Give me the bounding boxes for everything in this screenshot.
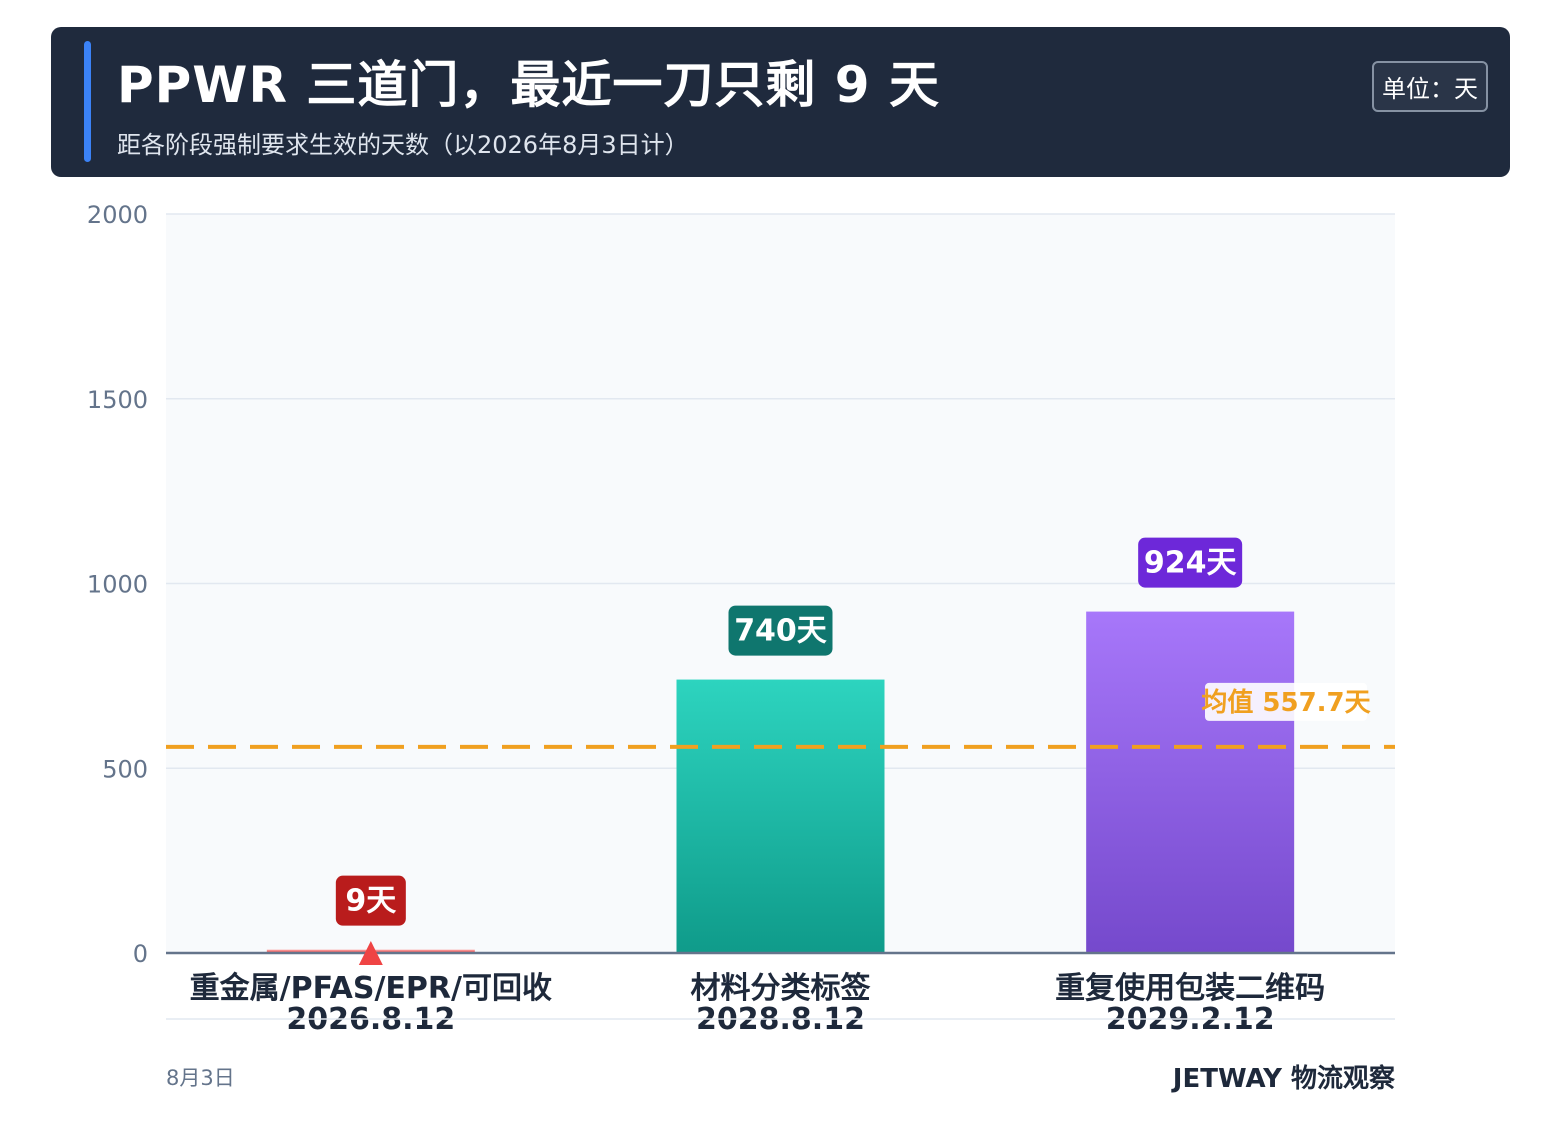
x-category-label: 重金属/PFAS/EPR/可回收 bbox=[190, 971, 552, 1006]
y-tick-label: 1500 bbox=[87, 386, 148, 414]
mean-label-bg bbox=[1205, 682, 1367, 721]
chart-subtitle: 距各阶段强制要求生效的天数（以2026年8月3日计） bbox=[117, 131, 689, 159]
value-label-badge bbox=[728, 605, 833, 656]
value-label-badge bbox=[1138, 537, 1243, 588]
unit-badge: 单位：天 bbox=[1372, 61, 1488, 112]
value-label: 9天 bbox=[345, 884, 396, 919]
value-label: 924天 bbox=[1144, 546, 1237, 581]
y-tick-label: 1000 bbox=[87, 571, 148, 599]
bar bbox=[1086, 611, 1295, 953]
x-category-label: 重复使用包装二维码 bbox=[1055, 971, 1325, 1006]
value-label-badge bbox=[335, 875, 406, 926]
mean-label: 均值 557.7天 bbox=[1201, 688, 1370, 718]
y-tick-label: 0 bbox=[133, 940, 148, 968]
header-accent-bar bbox=[84, 41, 91, 162]
value-label: 740天 bbox=[734, 614, 827, 649]
urgent-marker bbox=[358, 941, 383, 965]
x-category-label: 材料分类标签 bbox=[691, 971, 871, 1006]
y-tick-label: 500 bbox=[102, 755, 148, 783]
footer-date: 8月3日 bbox=[166, 1066, 235, 1090]
bar bbox=[676, 679, 885, 953]
footer-brand: JETWAY 物流观察 bbox=[1172, 1064, 1395, 1094]
chart-title: PPWR 三道门，最近一刀只剩 9 天 bbox=[117, 56, 940, 114]
chart-header: PPWR 三道门，最近一刀只剩 9 天 距各阶段强制要求生效的天数（以2026年… bbox=[51, 27, 1510, 177]
y-tick-label: 2000 bbox=[87, 201, 148, 229]
